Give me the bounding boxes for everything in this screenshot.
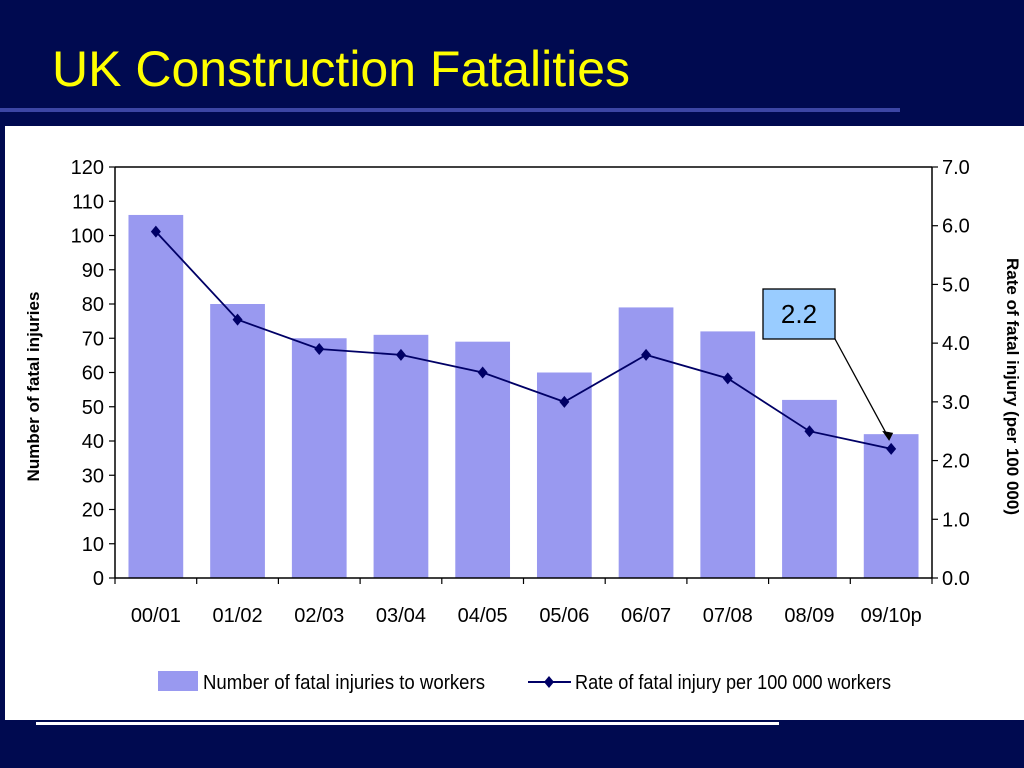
y-tick-label-left: 70 xyxy=(82,328,104,350)
rate-point-3 xyxy=(314,343,325,356)
rate-point-9 xyxy=(804,425,815,438)
bar-7 xyxy=(618,307,674,578)
legend-label-bars: Number of fatal injuries to workers xyxy=(203,672,485,694)
chart-panel: 0 10 20 30 40 50 60 70 80 90 100 110 120 0.0 1.0 2.0 3.0… xyxy=(5,126,1024,720)
callout-box xyxy=(762,288,836,340)
x-tick-label: 08/09 xyxy=(784,605,834,627)
x-tick-label: 01/02 xyxy=(213,605,263,627)
x-tick-label: 02/03 xyxy=(294,605,344,627)
callout-pointer xyxy=(834,338,890,440)
legend-swatch-marker xyxy=(544,676,554,688)
y-tick-label-right: 1.0 xyxy=(942,509,970,531)
bottom-divider xyxy=(36,722,779,725)
legend-label-line: Rate of fatal injury per 100 000 workers xyxy=(575,672,891,694)
rate-point-2 xyxy=(232,313,243,326)
y-tick-label-right: 3.0 xyxy=(942,392,970,414)
title-divider xyxy=(0,108,900,112)
y-tick-label-left: 0 xyxy=(93,568,104,590)
y-tick-label-left: 120 xyxy=(71,157,104,179)
slide-title: UK Construction Fatalities xyxy=(52,41,631,97)
y-tick-label-left: 100 xyxy=(71,226,104,248)
y-tick-label-left: 10 xyxy=(82,534,104,556)
y-tick-label-left: 40 xyxy=(82,431,104,453)
bar-4 xyxy=(373,334,429,578)
y-tick-label-right: 5.0 xyxy=(942,274,970,296)
legend-swatch-bars xyxy=(158,671,198,691)
y-tick-label-left: 110 xyxy=(72,191,104,213)
x-tick-label: 00/01 xyxy=(131,605,181,627)
y-tick-label-right: 4.0 xyxy=(942,333,970,355)
y-tick-label-right: 0.0 xyxy=(942,568,970,590)
y-tick-label-left: 80 xyxy=(82,294,104,316)
x-tick-label: 07/08 xyxy=(703,605,753,627)
rate-point-5 xyxy=(477,366,488,379)
bar-8 xyxy=(700,331,756,578)
bar-5 xyxy=(455,341,511,578)
rate-point-1 xyxy=(150,225,161,238)
bar-1 xyxy=(128,214,184,578)
rate-point-10 xyxy=(886,442,897,455)
rate-point-8 xyxy=(722,372,733,385)
y-tick-label-left: 30 xyxy=(82,465,104,487)
x-tick-label: 06/07 xyxy=(621,605,671,627)
callout-arrowhead xyxy=(882,430,894,441)
y-tick-label-right: 6.0 xyxy=(942,216,970,238)
x-tick-label: 05/06 xyxy=(539,605,589,627)
rate-line xyxy=(155,230,892,450)
y-axis-title-left: Number of fatal injuries xyxy=(24,292,43,482)
y-axis-title-right: Rate of fatal injury (per 100 000) xyxy=(1003,258,1022,515)
rate-point-7 xyxy=(641,348,652,361)
y-tick-label-left: 50 xyxy=(82,397,104,419)
rate-point-4 xyxy=(395,348,406,361)
y-tick-label-left: 90 xyxy=(82,260,104,282)
y-tick-label-left: 60 xyxy=(82,363,104,385)
bar-2 xyxy=(210,304,265,578)
x-tick-label: 04/05 xyxy=(458,605,508,627)
bar-3 xyxy=(291,338,347,578)
y-tick-label-left: 20 xyxy=(82,500,104,522)
callout-label: 2.2 xyxy=(781,299,817,329)
rate-point-6 xyxy=(559,395,570,408)
x-tick-label: 09/10p xyxy=(861,605,922,627)
combo-chart: 0 10 20 30 40 50 60 70 80 90 100 110 120 0.0 1.0 2.0 3.0… xyxy=(24,157,1022,694)
y-tick-label-right: 7.0 xyxy=(942,157,970,179)
x-tick-label: 03/04 xyxy=(376,605,426,627)
bar-10 xyxy=(863,434,919,578)
y-tick-label-right: 2.0 xyxy=(942,451,970,473)
